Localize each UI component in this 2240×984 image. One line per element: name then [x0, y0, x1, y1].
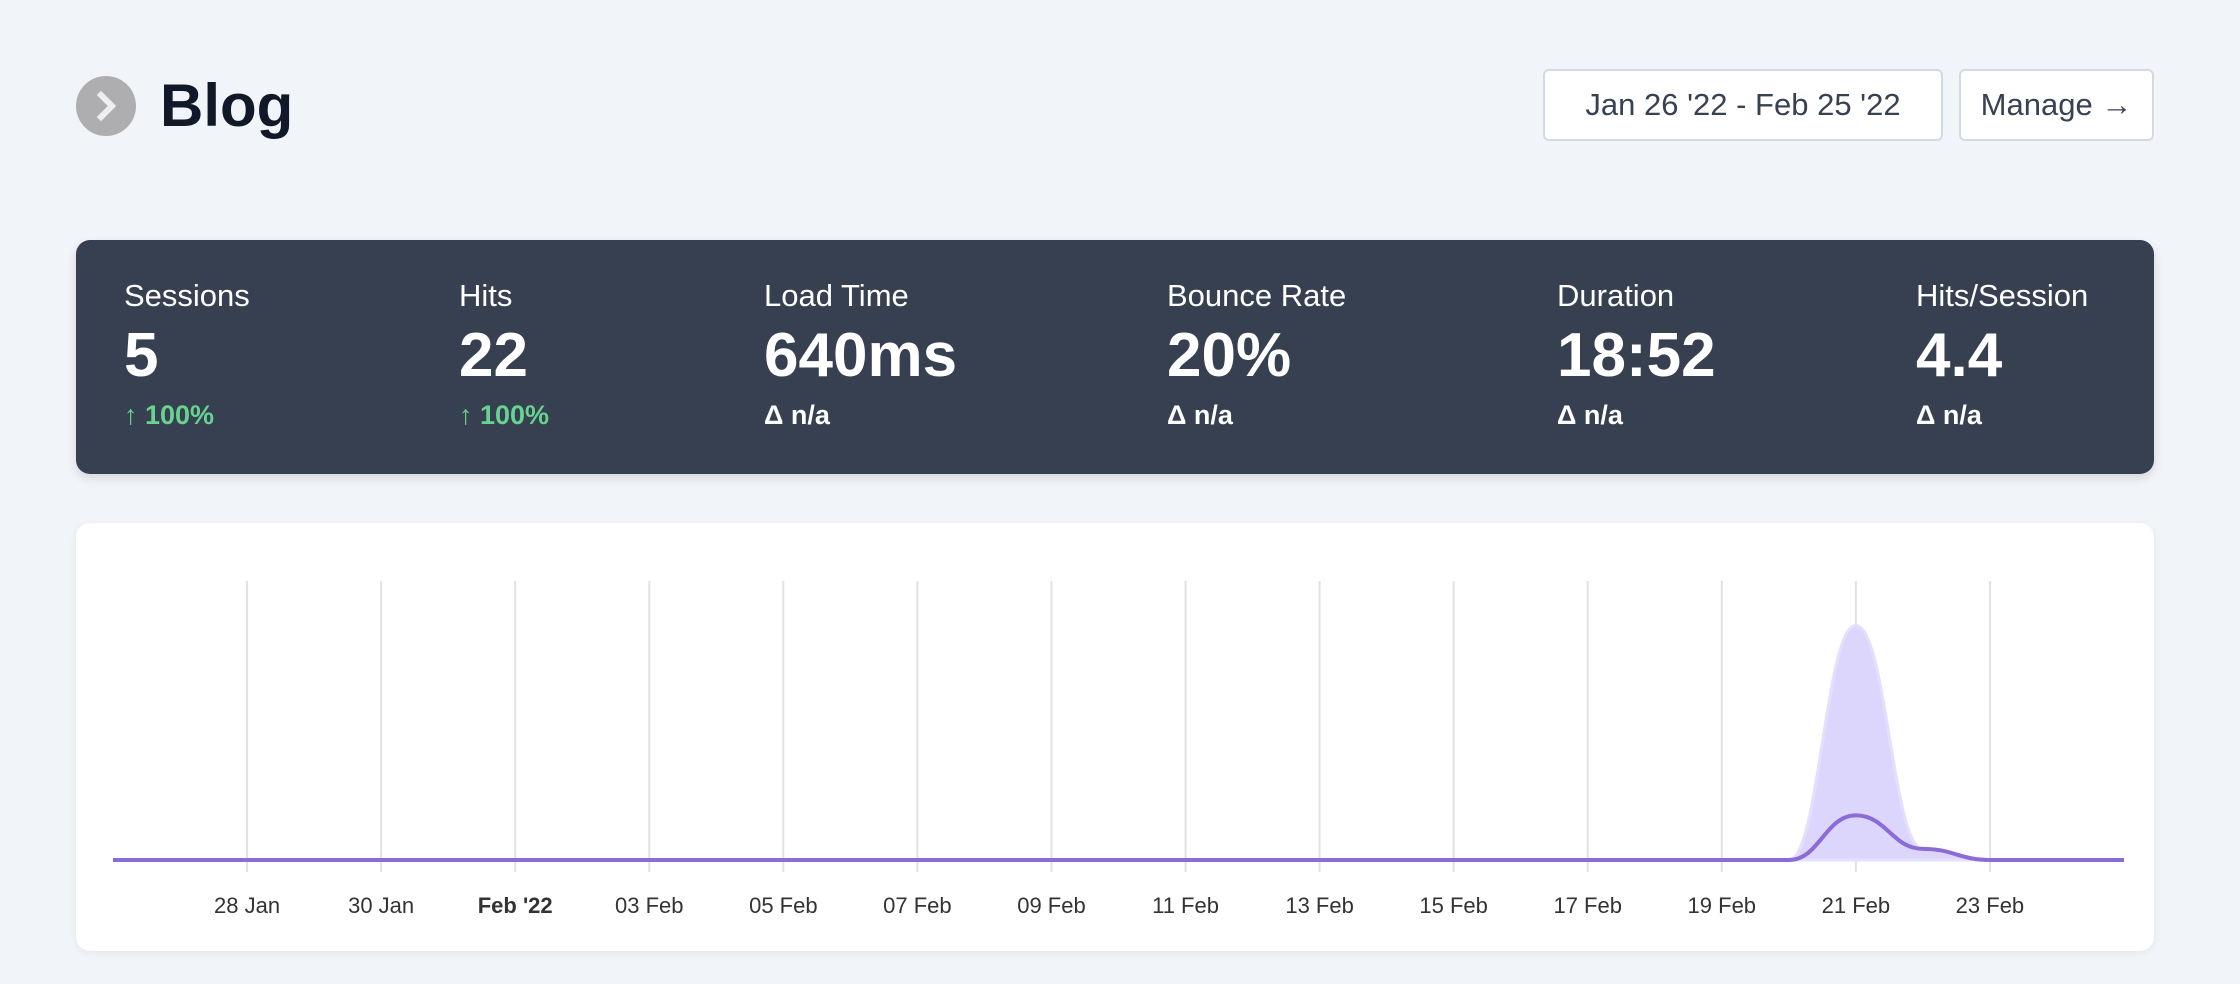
stat-label: Duration [1557, 278, 1675, 313]
manage-button[interactable]: Manage → [1959, 69, 2154, 141]
stats-panel: Sessions 5 ↑ 100% Hits 22 ↑ 100% Load Time… [76, 240, 2154, 474]
page-title: Blog [160, 72, 294, 139]
stat-hits: Hits 22 ↑ 100% [459, 276, 549, 432]
x-tick-label: 11 Feb [1152, 893, 1219, 918]
stat-load-time: Load Time 640ms Δ n/a [764, 276, 957, 432]
x-tick-label: 13 Feb [1285, 893, 1354, 918]
stat-sessions: Sessions 5 ↑ 100% [124, 276, 250, 432]
x-tick-label: 09 Feb [1017, 893, 1086, 918]
chevron-right-icon [96, 90, 117, 122]
x-tick-label: 05 Feb [749, 893, 818, 918]
traffic-chart: 28 Jan 30 Jan Feb '22 03 Feb 05 Feb 07 Feb 09 … [112, 581, 2124, 918]
stat-delta: ↑ 100% [459, 400, 550, 430]
stat-hits-session: Hits/Session 4.4 Δ n/a [1916, 276, 2088, 432]
stat-delta: Δ n/a [1557, 400, 1623, 430]
hits-area [112, 624, 2124, 862]
back-button[interactable] [76, 76, 136, 136]
x-tick-label: 03 Feb [615, 893, 684, 918]
stat-label: Load Time [764, 278, 909, 313]
stat-label: Sessions [124, 278, 250, 313]
stat-value: 4.4 [1916, 321, 2003, 390]
stat-label: Bounce Rate [1167, 278, 1347, 313]
stat-duration: Duration 18:52 Δ n/a [1557, 276, 1716, 432]
stat-label: Hits [459, 278, 513, 313]
stat-value: 640ms [764, 321, 958, 390]
stat-delta: Δ n/a [764, 400, 830, 430]
x-tick-label: 23 Feb [1956, 893, 2025, 918]
x-tick-label: 15 Feb [1419, 893, 1488, 918]
chart-card: 28 Jan 30 Jan Feb '22 03 Feb 05 Feb 07 Feb 09 … [76, 523, 2154, 951]
x-tick-label: 17 Feb [1553, 893, 1622, 918]
x-tick-label: 19 Feb [1688, 893, 1757, 918]
stat-value: 5 [124, 321, 159, 390]
stat-delta: Δ n/a [1916, 400, 1982, 430]
stat-label: Hits/Session [1916, 278, 2089, 313]
x-tick-label: 21 Feb [1822, 893, 1891, 918]
x-tick-label: 28 Jan [214, 893, 280, 918]
x-tick-label: 30 Jan [348, 893, 414, 918]
stat-value: 18:52 [1557, 321, 1716, 390]
date-range-button[interactable]: Jan 26 '22 - Feb 25 '22 [1543, 69, 1943, 141]
x-tick-label: 07 Feb [883, 893, 952, 918]
stat-delta: ↑ 100% [124, 400, 215, 430]
stat-bounce-rate: Bounce Rate 20% Δ n/a [1167, 276, 1346, 432]
stat-value: 20% [1167, 321, 1292, 390]
stat-value: 22 [459, 321, 528, 390]
sessions-line [112, 813, 2124, 862]
stat-delta: Δ n/a [1167, 400, 1233, 430]
x-tick-label: Feb '22 [478, 893, 553, 918]
